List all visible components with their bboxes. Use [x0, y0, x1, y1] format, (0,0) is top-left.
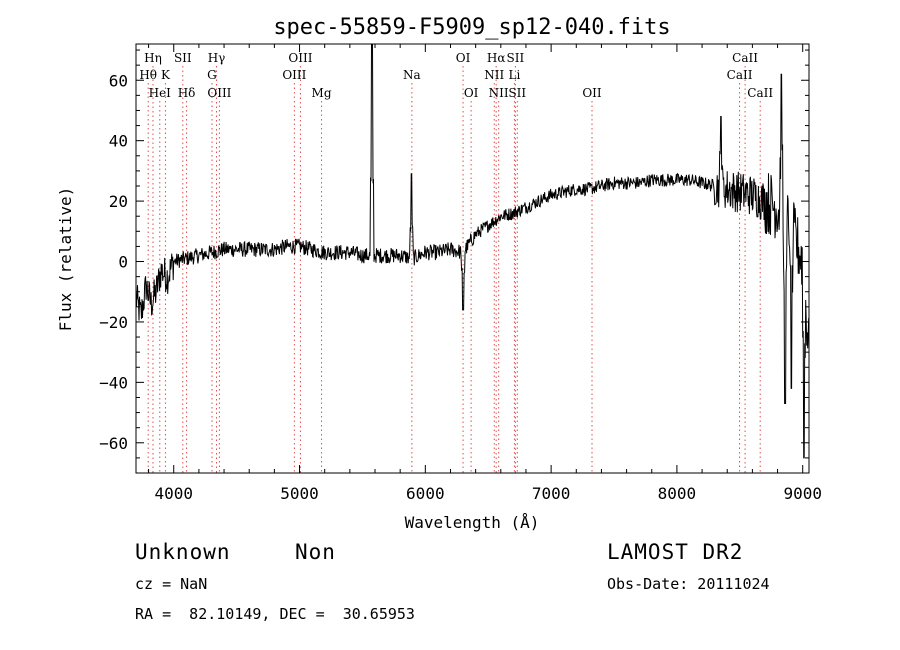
x-tick-label: 8000 [658, 484, 697, 503]
y-tick-label: 0 [118, 253, 128, 272]
x-tick-label: 5000 [280, 484, 319, 503]
x-tick-label: 4000 [154, 484, 193, 503]
object-subclass: Non [295, 540, 336, 564]
y-tick-label: 40 [109, 132, 128, 151]
line-marker-label: Mg [312, 86, 332, 100]
y-tick-label: −60 [99, 434, 128, 453]
line-marker-label: Hδ [178, 86, 196, 100]
line-marker-label: OI [464, 86, 479, 100]
line-marker-label: G [207, 68, 217, 82]
y-tick-label: −40 [99, 373, 128, 392]
y-tick-label: 60 [109, 71, 128, 90]
line-marker-label: OII [582, 86, 602, 100]
chart-title: spec-55859-F5909_sp12-040.fits [273, 15, 670, 40]
line-marker-label: SII [508, 86, 526, 100]
object-class: Unknown [135, 540, 231, 564]
line-marker-label: Hη [144, 51, 162, 65]
spectrum-series [135, 43, 810, 459]
line-marker-label: OIII [288, 51, 312, 65]
survey-name: LAMOST DR2 [607, 540, 744, 564]
line-marker-label: Na [403, 68, 421, 82]
line-marker-label: NII [489, 86, 509, 100]
line-marker-label: HeI [149, 86, 172, 100]
coordinates: RA = 82.10149, DEC = 30.65953 [135, 605, 415, 623]
y-tick-label: 20 [109, 192, 128, 211]
y-axis-label: Flux (relative) [56, 187, 75, 332]
line-marker-label: CaII [727, 68, 753, 82]
line-marker-label: OIII [207, 86, 231, 100]
line-marker-label: NII [484, 68, 504, 82]
line-marker-label: K [161, 68, 171, 82]
line-marker-label: Hα [487, 51, 506, 65]
obs-date: Obs-Date: 20111024 [607, 575, 770, 593]
plot-frame [135, 43, 810, 474]
x-tick-label: 6000 [406, 484, 445, 503]
y-tick-label: −20 [99, 313, 128, 332]
line-marker-label: SII [507, 51, 525, 65]
line-marker-label: SII [174, 51, 192, 65]
line-marker-label: CaII [747, 86, 773, 100]
spectrum-line [135, 43, 810, 459]
x-tick-label: 9000 [783, 484, 822, 503]
x-axis-label: Wavelength (Å) [405, 513, 540, 532]
line-marker-label: Li [508, 68, 520, 82]
line-marker-label: OI [456, 51, 471, 65]
redshift-cz: cz = NaN [135, 575, 208, 593]
x-tick-label: 7000 [532, 484, 571, 503]
line-marker-label: CaII [732, 51, 758, 65]
line-marker-label: Hθ [139, 68, 157, 82]
line-marker-label: OIII [282, 68, 306, 82]
line-marker-label: Hγ [208, 51, 226, 65]
axis-ticks: 4000 5000 6000 7000 8000 9000 −60 −40 −20 0 20 40 60 [99, 44, 822, 503]
